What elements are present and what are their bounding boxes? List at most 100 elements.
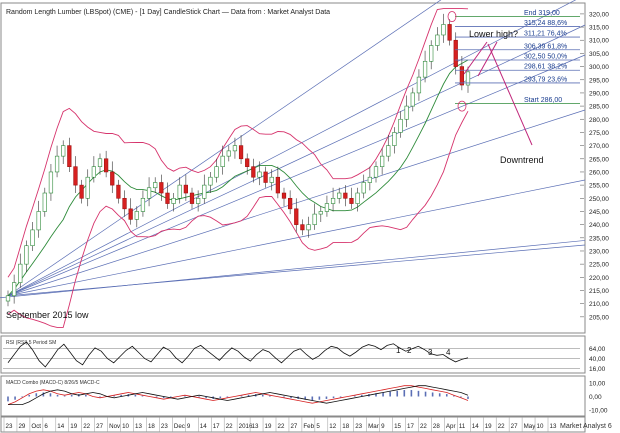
price-axis: 205,00 210,00 215,00 220,00 225,00 230,00 235,… [580, 11, 609, 321]
date-tick-label: 27 [290, 423, 297, 430]
candle [343, 185, 348, 207]
price-tick-label: 320,00 [589, 11, 609, 18]
candle [349, 187, 354, 209]
price-tick-label: 230,00 [589, 248, 609, 255]
price-tick-label: 265,00 [589, 156, 609, 163]
candle [79, 179, 84, 204]
date-tick-label: 10 [537, 423, 544, 430]
macd-title: MACD Combo (MACD-C) 8/26/5 MACD-C [6, 380, 100, 386]
candle [226, 145, 231, 162]
annotations [447, 11, 533, 146]
candle [128, 198, 133, 225]
candle [465, 66, 471, 93]
date-tick-label: 18 [148, 423, 155, 430]
candle [122, 190, 127, 217]
candle [67, 137, 72, 172]
macd-tick-label: -10,00 [589, 407, 608, 414]
candle [330, 187, 336, 212]
lower-high-label: Lower high? [469, 29, 518, 39]
date-tick-label: 9 [381, 423, 385, 430]
start-marker [457, 100, 467, 112]
chart-title: Random Length Lumber (LBSpot) (CME) - [1… [6, 9, 330, 16]
fan-line [0, 240, 586, 299]
date-tick-label: 27 [511, 423, 518, 430]
fan-line [7, 179, 586, 297]
date-tick-label: 19 [70, 423, 77, 430]
candle [288, 190, 293, 215]
candle [214, 158, 219, 183]
date-tick-label: 14 [200, 423, 207, 430]
candlestick-series [5, 13, 471, 307]
rsi-count-label: 2 [407, 346, 412, 355]
candle [5, 290, 11, 307]
date-axis: 23 29 Oct 6 14 19 22 27 Nov 10 13 18 23 Dec 9 14 17 22 201… [3, 417, 557, 432]
rsi-line [7, 341, 469, 368]
macd-panel-frame [0, 375, 586, 417]
date-tick-label: 27 [96, 423, 103, 430]
date-tick-label: 13 [550, 423, 557, 430]
candle [183, 174, 188, 201]
candle [54, 145, 60, 178]
candle [435, 27, 440, 51]
price-tick-label: 290,00 [589, 90, 609, 97]
date-tick-label: 2016 [239, 423, 253, 430]
date-tick-label: 23 [161, 423, 168, 430]
price-tick-label: 255,00 [589, 183, 609, 190]
candle [61, 140, 66, 165]
candle [300, 219, 305, 236]
fib-end-label: End 319,00 [524, 10, 560, 17]
date-tick-label: 13 [135, 423, 142, 430]
candle [104, 150, 109, 178]
candle [171, 193, 176, 212]
price-tick-label: 225,00 [589, 262, 609, 269]
price-tick-label: 215,00 [589, 288, 609, 295]
date-tick-label: Oct [31, 423, 41, 430]
price-panel-frame [0, 2, 586, 334]
date-tick-label: 12 [329, 423, 336, 430]
price-tick-label: 280,00 [589, 117, 609, 124]
bollinger-upper [7, 8, 469, 278]
date-tick-label: 13 [252, 423, 259, 430]
rsi-tick-label: 64,00 [589, 346, 606, 353]
date-tick-label: 23 [355, 423, 362, 430]
price-tick-label: 235,00 [589, 235, 609, 242]
fib-level-label: 315,24 88,6% [524, 20, 567, 27]
candle [91, 156, 96, 183]
price-tick-label: 270,00 [589, 143, 609, 150]
price-tick-label: 285,00 [589, 104, 609, 111]
fib-level-label: 293,79 23,6% [524, 76, 567, 83]
date-tick-label: 19 [485, 423, 492, 430]
candle [42, 187, 47, 217]
candle [416, 69, 422, 101]
date-tick-label: Dec [174, 423, 185, 430]
fib-level-label: 306,39 61,8% [524, 43, 567, 50]
candle [48, 164, 54, 201]
candle [232, 137, 238, 159]
candle [459, 56, 464, 91]
price-tick-label: 315,00 [589, 25, 609, 32]
candle [189, 187, 195, 209]
candle [294, 198, 299, 233]
date-tick-label: 6 [44, 423, 48, 430]
candle [361, 174, 366, 199]
candle [324, 195, 330, 217]
candle [275, 166, 280, 199]
price-tick-label: 260,00 [589, 169, 609, 176]
candle [110, 161, 115, 194]
bollinger-lower [7, 110, 469, 328]
candle [196, 190, 201, 212]
candle [30, 222, 35, 251]
candle [404, 95, 409, 128]
date-tick-label: 14 [472, 423, 479, 430]
date-tick-label: Mar [368, 423, 379, 430]
date-tick-label: Feb [303, 423, 314, 430]
candle [159, 174, 164, 201]
candle [398, 111, 403, 138]
price-tick-label: 275,00 [589, 130, 609, 137]
candle [337, 187, 342, 204]
macd-tick-label: 0,00 [589, 394, 602, 401]
candle [429, 40, 434, 70]
price-tick-label: 305,00 [589, 51, 609, 58]
